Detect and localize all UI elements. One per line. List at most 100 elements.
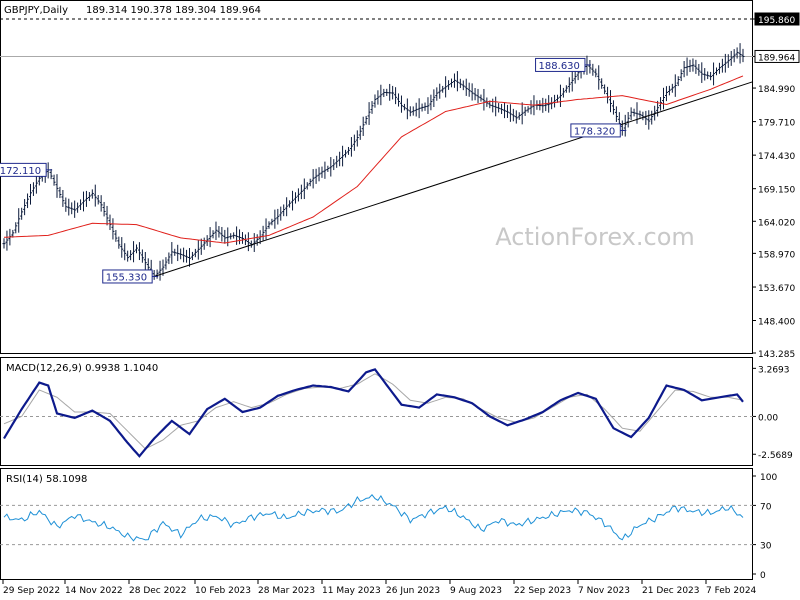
price-bar	[255, 234, 259, 246]
price-bar	[570, 70, 574, 92]
price-bar	[597, 65, 601, 90]
price-bar	[544, 98, 548, 112]
price-bar	[214, 221, 218, 241]
price-bar	[429, 94, 433, 111]
price-annotations: 172.110 155.330 188.630 178.320	[0, 57, 627, 284]
price-bar	[123, 243, 127, 261]
price-bar	[538, 100, 542, 111]
price-bar	[638, 110, 642, 118]
price-bar	[558, 84, 562, 107]
price-bar	[402, 103, 406, 111]
price-bar	[293, 192, 297, 204]
price-lines	[3, 75, 754, 277]
price-bar	[673, 74, 677, 97]
annotation-label: 155.330	[106, 272, 147, 283]
price-bar	[458, 78, 462, 89]
x-tick-label: 14 Nov 2022	[65, 586, 123, 596]
price-bar	[526, 106, 530, 113]
price-bar	[14, 222, 18, 234]
price-bar	[202, 237, 206, 250]
macd-signal-line	[3, 373, 744, 450]
price-bar	[461, 80, 465, 91]
price-bar	[111, 218, 115, 240]
x-tick-label: 10 Feb 2023	[195, 586, 251, 596]
price-bar	[694, 59, 698, 74]
annotation-172-110: 172.110	[0, 162, 53, 177]
price-bar	[140, 249, 144, 263]
price-bar	[2, 238, 6, 249]
price-bar	[467, 82, 471, 97]
macd-panel-frame	[0, 357, 753, 466]
price-bar	[96, 194, 100, 205]
x-tick-label: 21 Dec 2023	[642, 586, 700, 596]
price-bar	[170, 242, 174, 264]
rsi-tick-label: 30	[760, 542, 772, 552]
price-bar	[355, 130, 359, 147]
price-bar	[470, 83, 474, 101]
price-bar	[600, 78, 604, 89]
price-bar	[700, 62, 704, 83]
annotation-188-630: 188.630	[535, 57, 591, 72]
price-bar	[650, 110, 654, 125]
price-bar	[367, 102, 371, 125]
price-bar	[279, 206, 283, 221]
macd-axis: 3.2693 0.00 -2.5689	[753, 365, 793, 461]
price-bar	[344, 149, 348, 158]
price-bar	[267, 221, 271, 229]
price-bar	[391, 85, 395, 100]
price-bar	[408, 106, 412, 117]
price-bar	[358, 125, 362, 140]
price-bar	[261, 225, 265, 241]
x-tick-label: 29 Sep 2022	[3, 586, 60, 596]
price-bar	[682, 61, 686, 78]
price-bar	[508, 104, 512, 122]
price-bar	[670, 83, 674, 93]
price-bar	[662, 87, 666, 110]
price-bar	[34, 174, 38, 194]
price-bar	[476, 88, 480, 104]
x-tick-label: 26 Jun 2023	[386, 586, 440, 596]
price-bar	[464, 78, 468, 96]
price-bar	[99, 195, 103, 212]
price-bar	[647, 110, 651, 130]
price-bar	[709, 71, 713, 81]
price-bar	[102, 201, 106, 217]
price-bar	[411, 106, 415, 116]
price-bar	[717, 62, 721, 74]
price-bar	[335, 155, 339, 168]
price-tick-label: 164.020	[758, 218, 795, 228]
price-bar	[494, 96, 498, 117]
price-bar	[120, 237, 124, 258]
price-bar	[346, 146, 350, 155]
price-bar	[370, 101, 374, 114]
annotation-178-320: 178.320	[570, 123, 627, 138]
price-bar	[688, 59, 692, 73]
price-bar	[173, 248, 177, 256]
price-bar	[270, 218, 274, 226]
price-bar	[397, 93, 401, 107]
price-bar	[399, 95, 403, 113]
price-bar	[285, 197, 289, 217]
price-bar	[503, 102, 507, 119]
price-bar	[31, 182, 35, 196]
price-bar	[158, 260, 162, 281]
price-bar	[373, 94, 377, 108]
price-bar	[55, 174, 59, 198]
price-bar	[723, 53, 727, 73]
price-bar	[594, 68, 598, 78]
price-bar	[376, 90, 380, 105]
price-bar	[455, 71, 459, 92]
price-bar	[438, 83, 442, 99]
price-bar	[426, 97, 430, 115]
price-bar	[720, 58, 724, 73]
price-tick-label: 148.400	[758, 318, 795, 328]
price-bar	[364, 115, 368, 125]
price-bar	[208, 227, 212, 248]
price-bar	[296, 188, 300, 202]
price-bar	[190, 251, 194, 261]
price-bar	[473, 88, 477, 101]
price-bar	[329, 157, 333, 177]
price-bar	[500, 103, 504, 114]
price-bar	[379, 84, 383, 106]
